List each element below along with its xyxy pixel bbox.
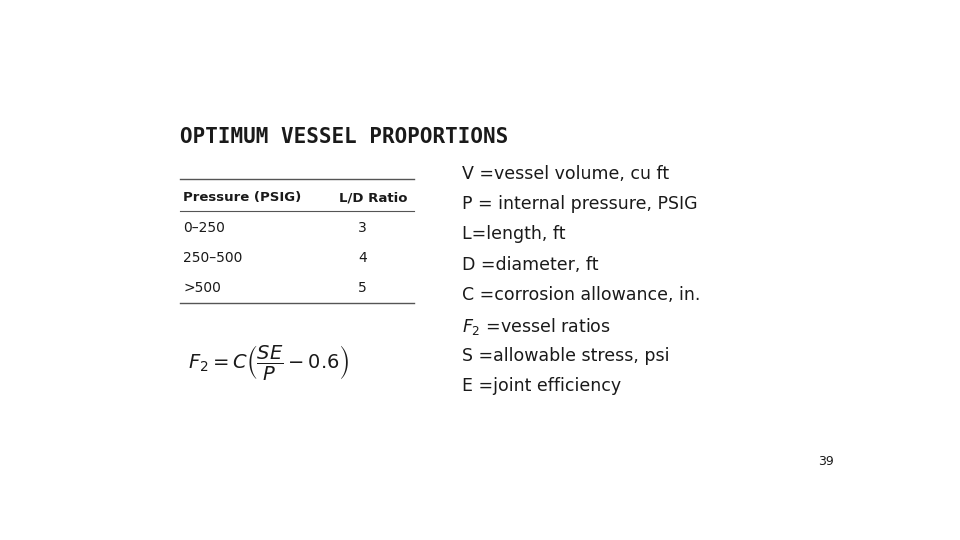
Text: E =joint efficiency: E =joint efficiency [463, 377, 621, 395]
Text: L=length, ft: L=length, ft [463, 225, 565, 244]
Text: S =allowable stress, psi: S =allowable stress, psi [463, 347, 670, 364]
Text: $F_2$ =vessel ratios: $F_2$ =vessel ratios [463, 316, 611, 338]
Text: $F_2 = C\left(\dfrac{SE}{P} - 0.6\right)$: $F_2 = C\left(\dfrac{SE}{P} - 0.6\right)… [188, 342, 349, 382]
Text: >500: >500 [183, 281, 221, 295]
Text: D =diameter, ft: D =diameter, ft [463, 255, 599, 274]
Text: 0–250: 0–250 [183, 221, 225, 235]
Text: 3: 3 [358, 221, 367, 235]
Text: 5: 5 [358, 281, 367, 295]
Text: L/D Ratio: L/D Ratio [340, 191, 408, 204]
Text: Pressure (PSIG): Pressure (PSIG) [183, 191, 301, 204]
Text: C =corrosion allowance, in.: C =corrosion allowance, in. [463, 286, 701, 304]
Text: 250–500: 250–500 [183, 251, 243, 265]
Text: 4: 4 [358, 251, 367, 265]
Text: 39: 39 [819, 455, 834, 468]
Text: P = internal pressure, PSIG: P = internal pressure, PSIG [463, 195, 698, 213]
Text: V =vessel volume, cu ft: V =vessel volume, cu ft [463, 165, 669, 183]
Text: OPTIMUM VESSEL PROPORTIONS: OPTIMUM VESSEL PROPORTIONS [180, 127, 508, 147]
